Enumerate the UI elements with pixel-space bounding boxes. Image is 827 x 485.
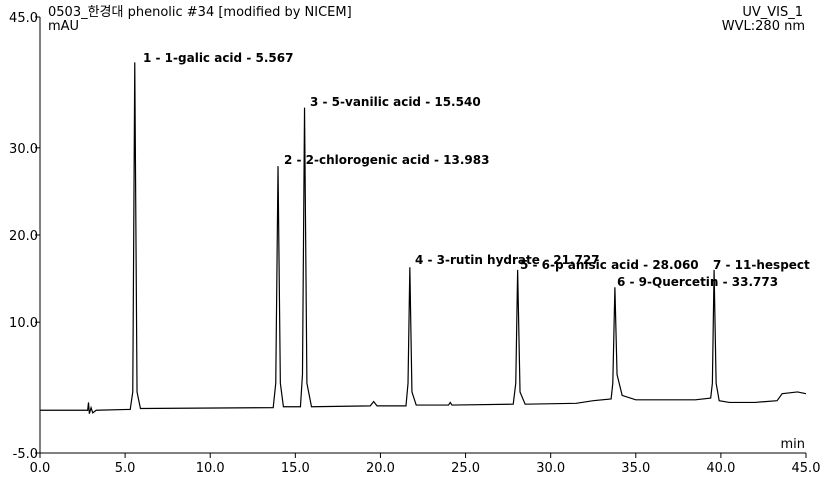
peak-label: 7 - 11-hespect: [713, 258, 810, 272]
y-tick-label: 30.0: [9, 142, 38, 157]
channel: UV_VIS_1: [742, 5, 803, 20]
x-tick-label: 0.0: [30, 461, 51, 476]
y-tick-label: 10.0: [9, 316, 38, 331]
trace: [40, 62, 807, 414]
x-tick-label: 25.0: [451, 461, 480, 476]
x-tick-label: 45.0: [792, 461, 821, 476]
wavelength: WVL:280 nm: [722, 19, 805, 34]
x-tick-label: 10.0: [196, 461, 225, 476]
y-tick-label: 45.0: [9, 11, 38, 26]
y-tick-label: -5.0: [13, 447, 38, 462]
peak-label: 3 - 5-vanilic acid - 15.540: [310, 95, 481, 109]
peak-label: 4 - 3-rutin hydrate - 21.727: [415, 253, 600, 267]
x-axis-label: min: [780, 437, 805, 452]
chart-title: 0503_한경대 phenolic #34 [modified by NICEM…: [48, 5, 352, 20]
peak-label: 2 - 2-chlorogenic acid - 13.983: [284, 153, 489, 167]
x-tick-label: 20.0: [366, 461, 395, 476]
y-axis-label: mAU: [48, 19, 79, 34]
x-tick-label: 5.0: [115, 461, 136, 476]
x-tick-label: 40.0: [706, 461, 735, 476]
y-tick-label: 20.0: [9, 229, 38, 244]
peak-label: 6 - 9-Quercetin - 33.773: [617, 275, 778, 289]
peak-label: 1 - 1-galic acid - 5.567: [143, 51, 293, 65]
x-tick-label: 35.0: [621, 461, 650, 476]
peak-label: 5 - 6-p anisic acid - 28.060: [520, 258, 699, 272]
x-tick-label: 30.0: [536, 461, 565, 476]
x-tick-label: 15.0: [281, 461, 310, 476]
